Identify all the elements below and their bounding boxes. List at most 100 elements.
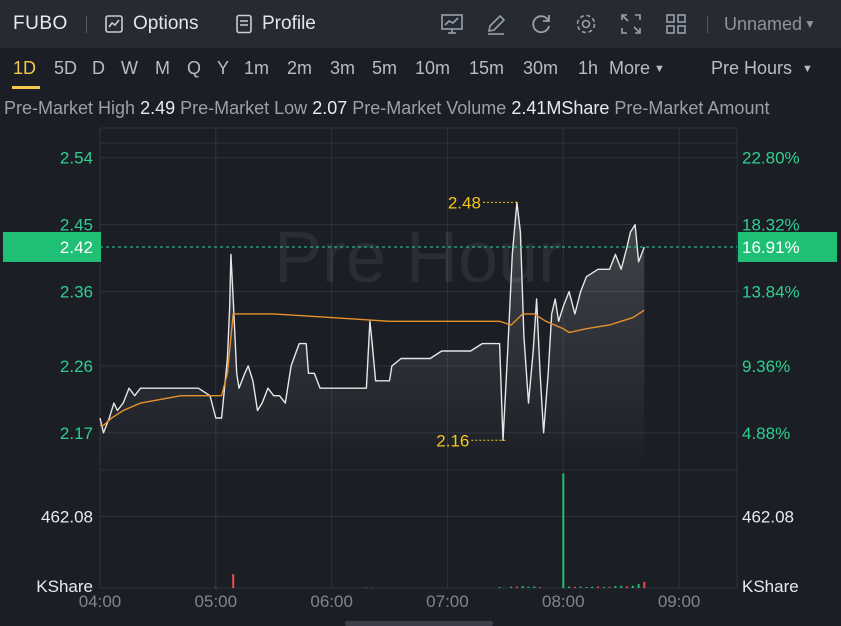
top-toolbar: FUBO Options Profile Unnamed ▼ xyxy=(0,0,841,48)
grid-lines xyxy=(99,127,738,589)
volume-unit-label: KShare xyxy=(742,577,799,596)
options-label: Options xyxy=(133,13,199,34)
caret-down-icon: ▼ xyxy=(802,63,813,75)
volume-bar xyxy=(365,587,368,588)
timeframe-y[interactable]: Y xyxy=(217,58,230,78)
timeframe-d[interactable]: D xyxy=(92,58,105,78)
current-price-tag xyxy=(3,231,101,262)
timeframe-5m[interactable]: 5m xyxy=(372,58,398,78)
price-area xyxy=(100,202,645,471)
timeframe-15m[interactable]: 15m xyxy=(469,58,505,78)
low-value: 2.07 xyxy=(312,98,348,118)
axis-labels: 2.54 2.45 2.36 2.26 2.17 22.80% 18.32% 13.84% 9.… xyxy=(3,149,837,626)
volume-bar xyxy=(533,586,536,588)
time-tick-label: 09:00 xyxy=(658,592,701,611)
current-percent-tag xyxy=(738,231,837,262)
time-tick-label: 08:00 xyxy=(542,592,585,611)
volume-bar xyxy=(620,585,623,588)
premarket-info-bar: Pre-Market High 2.49 Pre-Market Low 2.07… xyxy=(4,98,769,119)
price-line xyxy=(99,201,645,441)
volume-bar xyxy=(527,586,530,588)
volume-bar xyxy=(562,473,565,588)
divider xyxy=(86,16,87,33)
document-icon xyxy=(236,14,252,34)
grid-icon[interactable] xyxy=(664,12,688,36)
chart-scroll-handle xyxy=(345,621,493,626)
low-label: Pre-Market Low xyxy=(180,98,308,118)
price-tick-label: 2.26 xyxy=(60,357,93,376)
active-timeframe-underline xyxy=(12,86,40,89)
timeframe-1m[interactable]: 1m xyxy=(244,58,270,78)
average-price-line xyxy=(100,309,645,427)
volume-bar xyxy=(597,586,599,588)
current-percent-label: 16.91% xyxy=(742,238,800,257)
volume-bar xyxy=(232,574,235,588)
volume-label: Pre-Market Volume xyxy=(352,98,507,118)
current-price-label: 2.42 xyxy=(60,238,93,257)
percent-tick-label: 13.84% xyxy=(742,283,800,302)
more-label: More xyxy=(609,58,651,78)
volume-bar xyxy=(591,586,594,588)
price-tick-label: 2.45 xyxy=(60,216,93,235)
timeframe-1h[interactable]: 1h xyxy=(578,58,599,78)
price-tick-label: 2.36 xyxy=(60,283,93,302)
symbol-label: FUBO xyxy=(13,13,68,34)
caret-down-icon: ▼ xyxy=(804,17,816,31)
session-label: Pre Hours xyxy=(711,58,793,78)
volume-tick-label: 462.08 xyxy=(41,508,93,527)
volume-tick-label: 462.08 xyxy=(742,508,794,527)
time-tick-label: 07:00 xyxy=(426,592,469,611)
volume-unit-label: KShare xyxy=(36,577,93,596)
refresh-icon[interactable] xyxy=(529,12,553,36)
timeframe-2m[interactable]: 2m xyxy=(287,58,313,78)
profile-button[interactable]: Profile xyxy=(235,13,316,35)
session-dropdown[interactable]: Pre Hours ▼ xyxy=(711,58,813,79)
layout-select[interactable]: Unnamed ▼ xyxy=(724,14,816,35)
volume-bar xyxy=(579,586,582,588)
volume-bar xyxy=(602,587,605,588)
volume-bar xyxy=(573,586,576,588)
chart-icon[interactable] xyxy=(440,12,464,36)
more-dropdown[interactable]: More ▼ xyxy=(609,58,665,79)
low-marker-label: 2.16 xyxy=(436,431,469,450)
timeframe-w[interactable]: W xyxy=(121,58,138,78)
volume-bar xyxy=(539,587,542,588)
timeframe-3m[interactable]: 3m xyxy=(330,58,356,78)
percent-tick-label: 22.80% xyxy=(742,149,800,168)
profile-label: Profile xyxy=(262,13,316,34)
high-marker-label: 2.48 xyxy=(448,193,481,212)
timeframe-m[interactable]: M xyxy=(155,58,170,78)
divider xyxy=(707,16,708,33)
caret-down-icon: ▼ xyxy=(654,63,665,75)
timeframe-5d[interactable]: 5D xyxy=(54,58,78,78)
volume-bar xyxy=(521,586,524,588)
volume-value: 2.41MShare xyxy=(511,98,610,118)
fullscreen-icon[interactable] xyxy=(619,12,643,36)
timeframe-30m[interactable]: 30m xyxy=(523,58,559,78)
volume-bar xyxy=(643,581,646,588)
options-button[interactable]: Options xyxy=(104,13,198,35)
timeframe-1d[interactable]: 1D xyxy=(13,58,37,78)
time-tick-label: 06:00 xyxy=(310,592,353,611)
high-value: 2.49 xyxy=(140,98,176,118)
volume-bar xyxy=(568,586,571,588)
price-tick-label: 2.54 xyxy=(60,149,93,168)
timeframe-bar: 1D 5D D W M Q Y 1m 2m 3m 5m 10m 15m 30m … xyxy=(0,48,841,90)
edit-icon[interactable] xyxy=(484,12,508,36)
timeframe-10m[interactable]: 10m xyxy=(415,58,451,78)
volume-bar xyxy=(631,585,634,588)
layout-name: Unnamed xyxy=(724,14,803,34)
settings-icon[interactable] xyxy=(574,12,598,36)
percent-tick-label: 9.36% xyxy=(742,357,790,376)
chart-marks xyxy=(99,201,737,588)
volume-bar xyxy=(510,586,513,588)
volume-bar xyxy=(626,586,628,588)
options-chart-icon xyxy=(105,15,123,33)
timeframe-q[interactable]: Q xyxy=(187,58,202,78)
volume-bar xyxy=(585,587,588,588)
price-tick-label: 2.17 xyxy=(60,424,93,443)
volume-bar xyxy=(608,586,611,588)
volume-bar xyxy=(515,586,518,588)
amount-label: Pre-Market Amount xyxy=(614,98,770,118)
